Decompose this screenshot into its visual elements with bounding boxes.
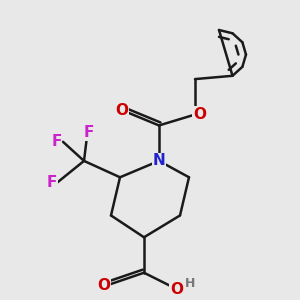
Text: O: O: [170, 282, 183, 297]
Text: O: O: [97, 278, 110, 292]
Text: O: O: [115, 103, 128, 118]
Text: F: F: [51, 134, 62, 149]
Text: O: O: [193, 107, 206, 122]
Text: H: H: [185, 277, 196, 290]
Text: N: N: [153, 153, 165, 168]
Text: F: F: [46, 175, 57, 190]
Text: F: F: [83, 125, 94, 140]
